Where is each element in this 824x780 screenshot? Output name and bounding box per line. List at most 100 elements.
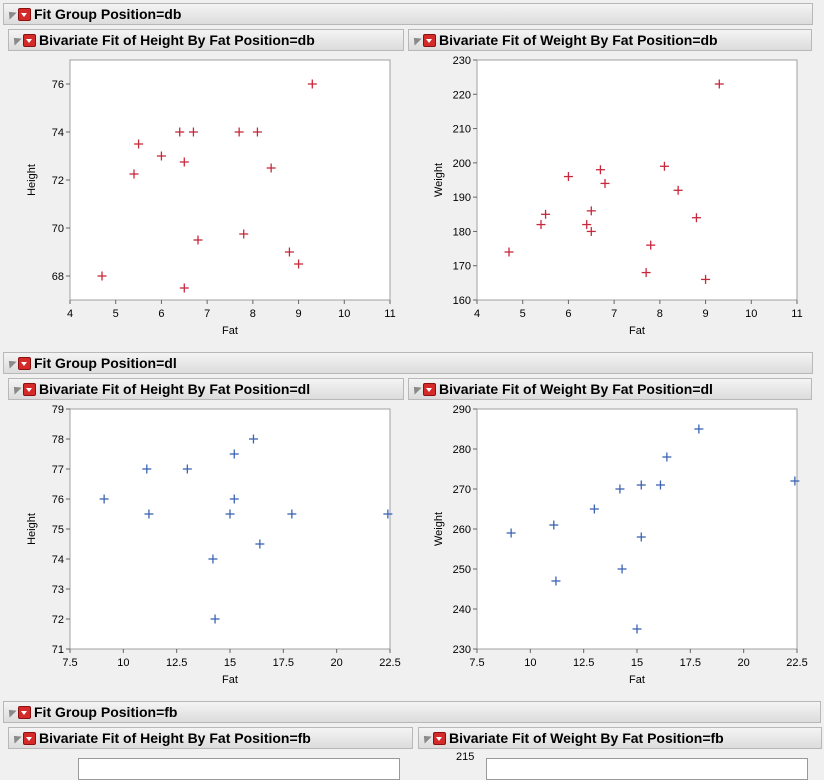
- data-point: [615, 484, 625, 494]
- x-tick-label: 4: [474, 308, 480, 320]
- plot-header-weight-fb[interactable]: Bivariate Fit of Weight By Fat Position=…: [418, 727, 822, 749]
- y-tick-label: 290: [453, 404, 471, 416]
- data-point: [600, 178, 610, 188]
- red-triangle-menu-icon[interactable]: [23, 731, 36, 745]
- y-tick-label: 230: [453, 644, 471, 656]
- y-tick-label: 270: [453, 484, 471, 496]
- data-point: [646, 240, 656, 250]
- data-point: [659, 161, 669, 171]
- y-tick-label: 70: [52, 223, 64, 235]
- data-point: [225, 509, 235, 519]
- x-tick-label: 12.5: [166, 657, 187, 669]
- x-tick-label: 15: [631, 657, 643, 669]
- y-tick-label: 72: [52, 175, 64, 187]
- data-point: [142, 464, 152, 474]
- group-header-dl[interactable]: Fit Group Position=dl: [3, 352, 813, 374]
- red-triangle-menu-icon[interactable]: [433, 731, 446, 745]
- group-header-db[interactable]: Fit Group Position=db: [3, 3, 813, 25]
- plot-header-height-fb[interactable]: Bivariate Fit of Height By Fat Position=…: [8, 727, 413, 749]
- collapse-triangle-icon[interactable]: [5, 357, 17, 369]
- plot-title: Bivariate Fit of Height By Fat Position=…: [39, 32, 315, 48]
- group-title: Fit Group Position=fb: [34, 704, 178, 720]
- y-tick-label: 260: [453, 524, 471, 536]
- y-tick-label: 77: [52, 464, 64, 476]
- plot-frame: [69, 59, 391, 301]
- plot-frame: [476, 59, 798, 301]
- data-point: [208, 554, 218, 564]
- plot-title: Bivariate Fit of Height By Fat Position=…: [39, 730, 311, 746]
- x-tick-label: 4: [67, 308, 73, 320]
- x-tick-label: 7.5: [62, 657, 77, 669]
- y-tick-label: 280: [453, 444, 471, 456]
- data-point: [229, 494, 239, 504]
- data-point: [636, 532, 646, 542]
- red-triangle-menu-icon[interactable]: [423, 33, 436, 47]
- data-point: [541, 209, 551, 219]
- y-axis-label: Height: [26, 513, 38, 545]
- x-tick-label: 6: [565, 308, 571, 320]
- red-triangle-menu-icon[interactable]: [18, 356, 31, 370]
- y-tick-label: 76: [52, 494, 64, 506]
- plot-title: Bivariate Fit of Weight By Fat Position=…: [439, 32, 718, 48]
- group-header-fb[interactable]: Fit Group Position=fb: [3, 701, 821, 723]
- x-tick-label: 7: [611, 308, 617, 320]
- data-point: [586, 226, 596, 236]
- collapse-triangle-icon[interactable]: [410, 383, 422, 395]
- plot-header-height-db[interactable]: Bivariate Fit of Height By Fat Position=…: [8, 29, 404, 51]
- x-tick-label: 7.5: [469, 657, 484, 669]
- data-point: [156, 151, 166, 161]
- y-tick-label: 68: [52, 271, 64, 283]
- collapse-triangle-icon[interactable]: [10, 732, 22, 744]
- data-point: [99, 494, 109, 504]
- x-tick-label: 22.5: [379, 657, 400, 669]
- data-point: [179, 157, 189, 167]
- scatter-weight-by-fat-dl: 7.5 10 12.5 15 17.5 20 22.5 230 240 250 260 270 280 2…: [433, 404, 808, 686]
- data-point: [694, 424, 704, 434]
- x-tick-label: 5: [113, 308, 119, 320]
- plot-header-weight-dl[interactable]: Bivariate Fit of Weight By Fat Position=…: [408, 378, 812, 400]
- collapse-triangle-icon[interactable]: [10, 34, 22, 46]
- group-title: Fit Group Position=db: [34, 6, 182, 22]
- collapse-triangle-icon[interactable]: [5, 8, 17, 20]
- collapse-triangle-icon[interactable]: [420, 732, 432, 744]
- x-axis-label: Fat: [629, 674, 645, 686]
- red-triangle-menu-icon[interactable]: [18, 705, 31, 719]
- data-point: [248, 434, 258, 444]
- plot-frame-height-fb: [78, 758, 400, 780]
- data-point: [144, 509, 154, 519]
- red-triangle-menu-icon[interactable]: [18, 7, 31, 21]
- plot-header-height-dl[interactable]: Bivariate Fit of Height By Fat Position=…: [8, 378, 404, 400]
- red-triangle-menu-icon[interactable]: [23, 33, 36, 47]
- plot-title: Bivariate Fit of Weight By Fat Position=…: [449, 730, 724, 746]
- data-point: [536, 220, 546, 230]
- x-axis-label: Fat: [629, 325, 645, 337]
- y-tick-label: 170: [453, 261, 471, 273]
- data-point: [134, 139, 144, 149]
- plot-frame: [69, 408, 391, 650]
- x-tick-label: 9: [296, 308, 302, 320]
- data-point: [549, 520, 559, 530]
- red-triangle-menu-icon[interactable]: [423, 382, 436, 396]
- data-point: [179, 283, 189, 293]
- x-tick-label: 11: [384, 308, 395, 320]
- x-tick-label: 20: [331, 657, 343, 669]
- y-tick-label: 74: [52, 554, 64, 566]
- y-tick-label: 180: [453, 226, 471, 238]
- collapse-triangle-icon[interactable]: [410, 34, 422, 46]
- data-point: [617, 564, 627, 574]
- plot-header-weight-db[interactable]: Bivariate Fit of Weight By Fat Position=…: [408, 29, 812, 51]
- data-point: [595, 165, 605, 175]
- data-point: [252, 127, 262, 137]
- x-tick-label: 17.5: [273, 657, 294, 669]
- data-point: [129, 169, 139, 179]
- x-tick-label: 10: [338, 308, 350, 320]
- data-point: [97, 271, 107, 281]
- scatter-height-by-fat-db: 4 5 6 7 8 9 10 11 68 70 72 74 76 Fat Height: [26, 59, 396, 337]
- x-tick-label: 12.5: [573, 657, 594, 669]
- collapse-triangle-icon[interactable]: [5, 706, 17, 718]
- data-point: [506, 528, 516, 538]
- plot-frame: [476, 408, 798, 650]
- collapse-triangle-icon[interactable]: [10, 383, 22, 395]
- data-point: [284, 247, 294, 257]
- red-triangle-menu-icon[interactable]: [23, 382, 36, 396]
